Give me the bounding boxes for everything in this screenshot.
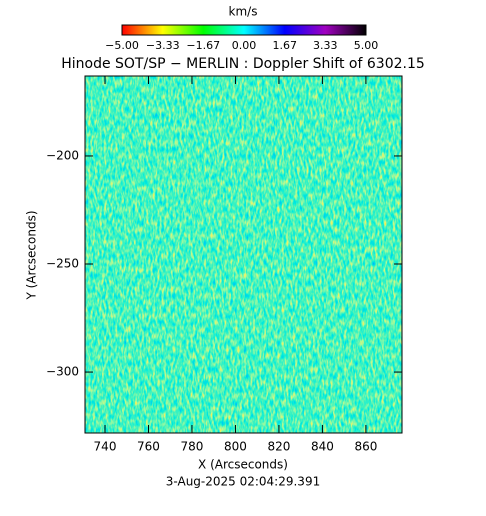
colorbar-tick-label: −5.00 bbox=[105, 39, 139, 52]
chart-title: Hinode SOT/SP − MERLIN : Doppler Shift o… bbox=[61, 56, 425, 72]
x-tick-label: 820 bbox=[267, 440, 290, 454]
colorbar bbox=[121, 24, 367, 36]
x-axis-label: X (Arcseconds) bbox=[198, 458, 288, 472]
colorbar-tick-label: 5.00 bbox=[354, 39, 379, 52]
colorbar-tick-label: 3.33 bbox=[313, 39, 338, 52]
x-tick-label: 780 bbox=[181, 440, 204, 454]
x-tick-label: 860 bbox=[354, 440, 377, 454]
y-tick-label: −200 bbox=[46, 148, 79, 162]
y-tick-label: −250 bbox=[46, 257, 79, 271]
colorbar-tick-label: 1.67 bbox=[272, 39, 297, 52]
x-tick-label: 800 bbox=[224, 440, 247, 454]
x-tick-label: 840 bbox=[311, 440, 334, 454]
colorbar-tick-label: −1.67 bbox=[186, 39, 220, 52]
y-axis-label: Y (Arcseconds) bbox=[25, 210, 39, 300]
plot-frame bbox=[84, 75, 403, 434]
doppler-image bbox=[85, 76, 402, 433]
y-tick-label: −300 bbox=[46, 365, 79, 379]
timestamp: 3-Aug-2025 02:04:29.391 bbox=[166, 475, 320, 489]
colorbar-tick-label: −3.33 bbox=[146, 39, 180, 52]
x-tick-label: 760 bbox=[137, 440, 160, 454]
colorbar-tick-label: 0.00 bbox=[232, 39, 257, 52]
colorbar-label: km/s bbox=[229, 5, 258, 19]
x-tick-label: 740 bbox=[94, 440, 117, 454]
